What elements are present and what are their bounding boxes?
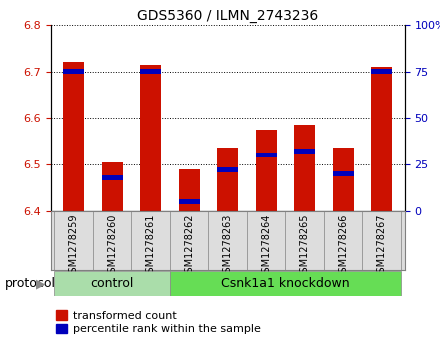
Text: GSM1278267: GSM1278267 — [377, 213, 387, 279]
Bar — [63, 69, 84, 74]
Bar — [333, 171, 354, 176]
Text: GSM1278263: GSM1278263 — [223, 213, 233, 279]
Bar — [55, 271, 170, 296]
Text: protocol: protocol — [4, 277, 55, 290]
Text: GSM1278264: GSM1278264 — [261, 213, 271, 279]
Bar — [217, 148, 238, 211]
Bar — [179, 169, 200, 211]
Text: GSM1278262: GSM1278262 — [184, 213, 194, 279]
Bar — [102, 175, 123, 180]
Text: GSM1278265: GSM1278265 — [300, 213, 310, 279]
Bar — [170, 271, 401, 296]
Bar — [256, 130, 277, 211]
Title: GDS5360 / ILMN_2743236: GDS5360 / ILMN_2743236 — [137, 9, 318, 23]
Bar — [63, 62, 84, 211]
Bar — [140, 69, 161, 74]
Bar — [179, 199, 200, 204]
Text: Csnk1a1 knockdown: Csnk1a1 knockdown — [221, 277, 350, 290]
Bar — [217, 167, 238, 172]
Text: GSM1278261: GSM1278261 — [146, 213, 156, 279]
Text: control: control — [91, 277, 134, 290]
Bar — [294, 149, 315, 154]
Bar — [371, 67, 392, 211]
Text: ▶: ▶ — [36, 277, 46, 290]
Text: GSM1278260: GSM1278260 — [107, 213, 117, 279]
Bar — [333, 148, 354, 211]
Bar — [140, 65, 161, 211]
Legend: transformed count, percentile rank within the sample: transformed count, percentile rank withi… — [56, 310, 260, 334]
Text: GSM1278266: GSM1278266 — [338, 213, 348, 279]
Bar — [256, 153, 277, 157]
Bar — [102, 162, 123, 211]
Bar — [371, 69, 392, 74]
Bar — [294, 125, 315, 211]
Text: GSM1278259: GSM1278259 — [69, 213, 79, 279]
